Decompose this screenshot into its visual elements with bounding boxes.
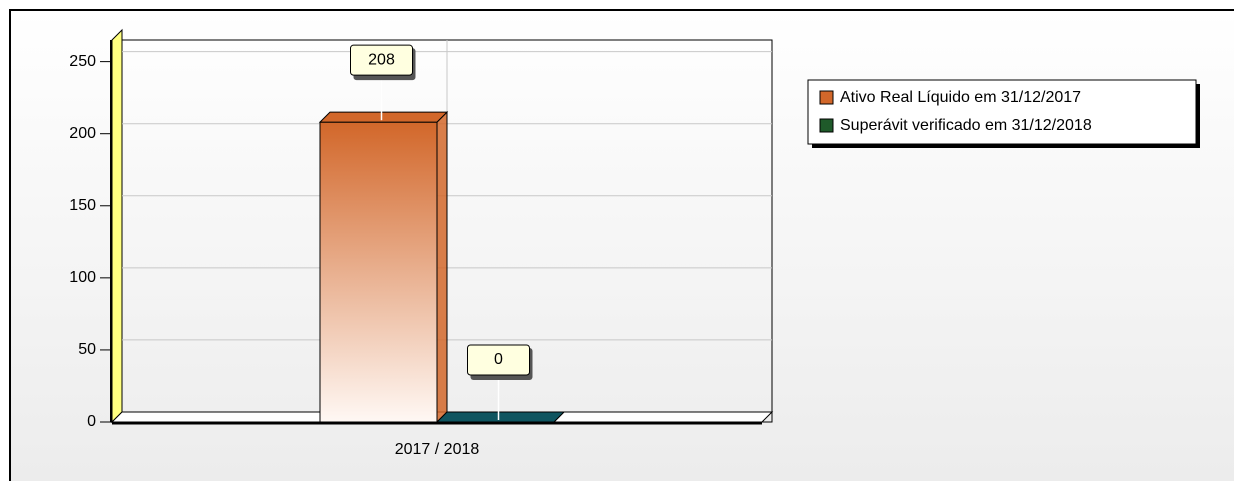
bar-top	[435, 411, 566, 423]
y-tick-label: 50	[78, 341, 96, 358]
x-tick-label: 2017 / 2018	[395, 441, 480, 458]
data-label: 208	[368, 51, 395, 68]
bar-top	[318, 111, 449, 123]
legend-label: Ativo Real Líquido em 31/12/2017	[840, 89, 1081, 106]
left-wall	[111, 28, 123, 424]
bar	[318, 110, 449, 424]
y-tick-label: 0	[87, 413, 96, 430]
legend-swatch	[819, 90, 834, 105]
bar-side	[436, 110, 448, 424]
bar-front	[319, 121, 438, 423]
frame	[9, 9, 1234, 481]
label-box	[467, 344, 530, 376]
legend-label: Superávit verificado em 31/12/2018	[840, 117, 1092, 134]
label-box	[350, 44, 413, 76]
y-tick-label: 150	[69, 197, 96, 214]
y-tick-label: 100	[69, 269, 96, 286]
legend-swatch	[819, 118, 834, 133]
data-label: 0	[494, 351, 503, 368]
legend	[807, 79, 1197, 145]
bar	[435, 411, 566, 423]
y-tick-label: 250	[69, 53, 96, 70]
y-tick-label: 200	[69, 125, 96, 142]
